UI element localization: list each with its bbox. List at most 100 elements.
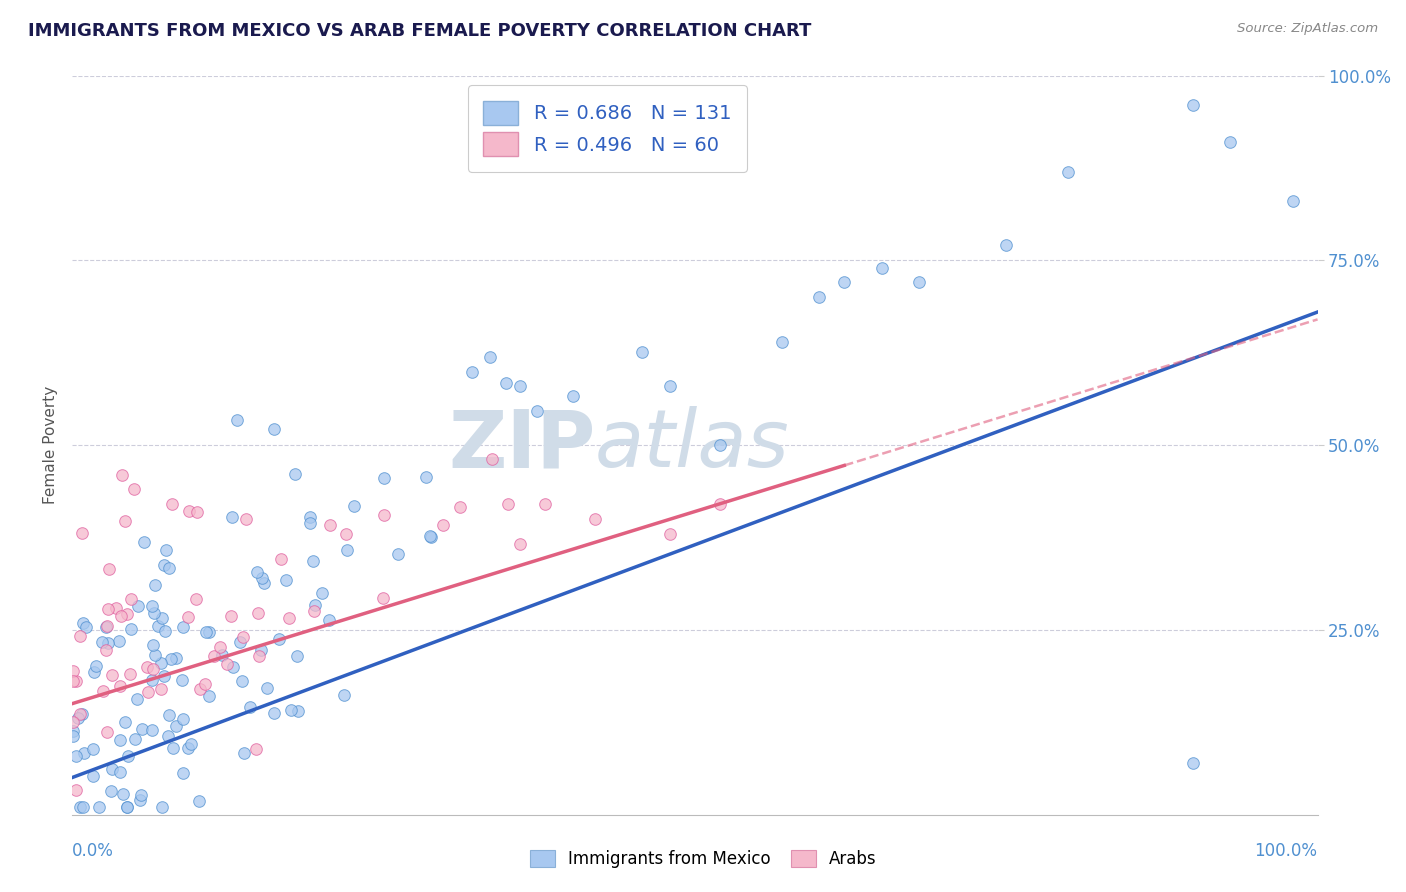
Point [184, 591, 207, 606]
Point [172, 673, 194, 688]
Point [70, 706, 93, 721]
Point [153, 558, 176, 572]
Point [274, 573, 297, 587]
Point [280, 703, 302, 717]
Point [150, 611, 173, 625]
Point [373, 591, 395, 606]
Point [82, 742, 104, 756]
Text: IMMIGRANTS FROM MEXICO VS ARAB FEMALE POVERTY CORRELATION CHART: IMMIGRANTS FROM MEXICO VS ARAB FEMALE PO… [28, 22, 811, 40]
Point [298, 510, 321, 524]
Point [82, 769, 104, 783]
Point [172, 620, 194, 634]
Text: ZIP: ZIP [449, 406, 595, 484]
Point [101, 762, 124, 776]
Point [125, 692, 148, 706]
Point [94, 643, 117, 657]
Point [107, 634, 129, 648]
Point [165, 718, 187, 732]
Point [658, 526, 681, 541]
Point [157, 561, 180, 575]
Point [269, 632, 291, 646]
Point [70, 525, 93, 540]
Point [120, 592, 142, 607]
Point [1182, 98, 1205, 112]
Point [509, 378, 531, 392]
Point [141, 723, 163, 737]
Point [62, 673, 84, 688]
Point [481, 452, 503, 467]
Point [263, 422, 285, 436]
Point [120, 622, 142, 636]
Point [432, 517, 454, 532]
Point [319, 518, 342, 533]
Point [333, 688, 356, 702]
Point [114, 714, 136, 729]
Point [141, 673, 163, 687]
Point [110, 608, 132, 623]
Point [808, 290, 831, 304]
Point [142, 638, 165, 652]
Point [770, 334, 793, 349]
Point [1219, 135, 1241, 149]
Point [96, 725, 118, 739]
Point [202, 648, 225, 663]
Point [870, 260, 893, 275]
Point [72, 616, 94, 631]
Point [420, 530, 443, 544]
Point [62, 715, 84, 730]
Point [247, 649, 270, 664]
Point [284, 467, 307, 481]
Point [336, 543, 359, 558]
Point [101, 668, 124, 682]
Point [108, 679, 131, 693]
Point [253, 576, 276, 591]
Point [97, 562, 120, 576]
Text: atlas: atlas [595, 406, 790, 484]
Point [87, 800, 110, 814]
Point [209, 640, 232, 655]
Point [65, 783, 87, 797]
Point [239, 700, 262, 714]
Point [110, 765, 132, 780]
Point [155, 543, 177, 558]
Point [221, 509, 243, 524]
Point [129, 793, 152, 807]
Point [111, 787, 134, 801]
Point [69, 706, 91, 721]
Point [211, 648, 233, 662]
Text: 0.0%: 0.0% [72, 842, 114, 860]
Point [72, 800, 94, 814]
Point [177, 504, 200, 518]
Point [263, 706, 285, 721]
Point [250, 571, 273, 585]
Point [256, 681, 278, 695]
Y-axis label: Female Poverty: Female Poverty [44, 386, 58, 504]
Point [1281, 194, 1303, 209]
Point [221, 609, 243, 624]
Point [62, 729, 84, 743]
Point [509, 537, 531, 551]
Point [194, 677, 217, 691]
Point [162, 741, 184, 756]
Point [245, 741, 267, 756]
Point [114, 514, 136, 528]
Point [100, 784, 122, 798]
Point [153, 669, 176, 683]
Point [127, 599, 149, 613]
Point [136, 685, 159, 699]
Point [149, 681, 172, 696]
Point [176, 740, 198, 755]
Point [285, 648, 308, 663]
Point [165, 651, 187, 665]
Point [287, 705, 309, 719]
Point [232, 746, 254, 760]
Point [534, 497, 557, 511]
Point [526, 403, 548, 417]
Point [143, 606, 166, 620]
Point [120, 666, 142, 681]
Point [461, 364, 484, 378]
Point [1057, 164, 1080, 178]
Point [73, 747, 96, 761]
Text: Source: ZipAtlas.com: Source: ZipAtlas.com [1237, 22, 1378, 36]
Point [304, 598, 326, 612]
